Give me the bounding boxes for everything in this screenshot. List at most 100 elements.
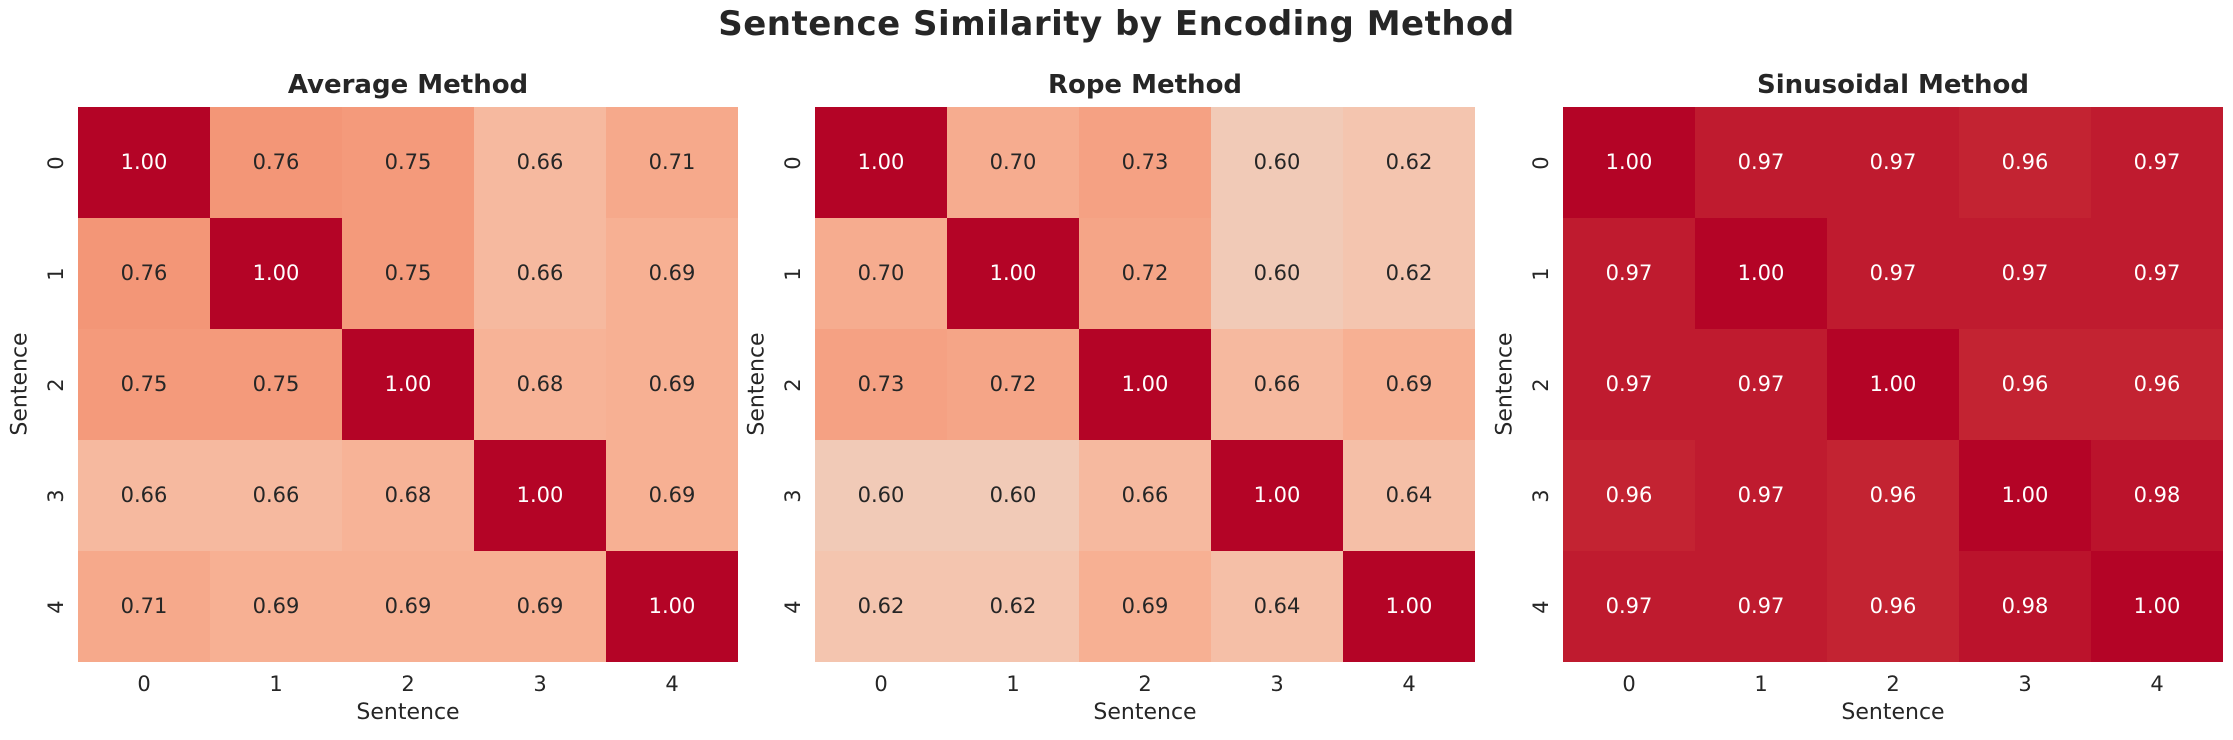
- heatmap-grid: 1.00 0.76 0.75 0.66 0.71 0.76 1.00 0.75 0.66 0.69…: [78, 107, 738, 662]
- heatmap-cell: 0.70: [947, 107, 1079, 218]
- x-tick-label: 0: [1622, 672, 1636, 696]
- heatmap-cell: 0.97: [1695, 329, 1827, 440]
- y-tick-label: 4: [781, 599, 805, 614]
- y-tick-label: 0: [1529, 155, 1553, 170]
- heatmap-cell: 1.00: [1079, 329, 1211, 440]
- y-tick-label: 2: [781, 377, 805, 392]
- y-tick-label: 3: [781, 488, 805, 503]
- heatmap-cell: 1.00: [1563, 107, 1695, 218]
- heatmap-cell: 0.60: [815, 440, 947, 551]
- heatmap-cell: 0.96: [1959, 107, 2091, 218]
- x-tick-label: 0: [137, 672, 151, 696]
- heatmap-cell: 1.00: [815, 107, 947, 218]
- heatmap-cell: 1.00: [78, 107, 210, 218]
- heatmap-cell: 0.98: [2091, 440, 2223, 551]
- heatmap-cell: 0.70: [815, 218, 947, 329]
- axes-title: Average Method: [287, 70, 529, 100]
- heatmap-cell: 1.00: [1343, 551, 1475, 662]
- heatmap-rope: Rope Method Sentence 1.00 0.70 0.73 0.60 0.6…: [737, 60, 1481, 740]
- heatmap-grid: 1.00 0.97 0.97 0.96 0.97 0.97 1.00 0.97 0.97 0.97…: [1563, 107, 2223, 662]
- heatmap-cell: 0.62: [947, 551, 1079, 662]
- y-tick-label: 3: [44, 488, 68, 503]
- axes-title: Rope Method: [1047, 70, 1243, 100]
- x-tick-label: 3: [1270, 672, 1284, 696]
- x-tick-label: 1: [1006, 672, 1020, 696]
- heatmap-cell: 1.00: [1695, 218, 1827, 329]
- y-tick-label: 2: [44, 377, 68, 392]
- heatmap-cell: 0.75: [210, 329, 342, 440]
- x-tick-label: 4: [1402, 672, 1416, 696]
- heatmap-cell: 0.97: [1695, 107, 1827, 218]
- heatmap-cell: 0.76: [210, 107, 342, 218]
- heatmap-cell: 1.00: [1959, 440, 2091, 551]
- figure-title: Sentence Similarity by Encoding Method: [718, 4, 1515, 44]
- x-tick-label: 1: [1754, 672, 1768, 696]
- y-axis-label: Sentence: [7, 332, 33, 436]
- y-tick-label: 0: [44, 155, 68, 170]
- y-tick-label: 3: [1529, 488, 1553, 503]
- heatmap-cell: 0.97: [1695, 440, 1827, 551]
- y-tick-label: 1: [781, 266, 805, 281]
- heatmap-cell: 0.68: [342, 440, 474, 551]
- heatmap-cell: 0.96: [1827, 440, 1959, 551]
- heatmap-cell: 0.96: [2091, 329, 2223, 440]
- y-tick-label: 1: [1529, 266, 1553, 281]
- heatmap-cell: 0.97: [1563, 551, 1695, 662]
- heatmap-cell: 1.00: [474, 440, 606, 551]
- heatmap-cell: 0.60: [947, 440, 1079, 551]
- heatmap-cell: 0.75: [342, 218, 474, 329]
- heatmap-cell: 0.96: [1959, 329, 2091, 440]
- heatmap-grid: 1.00 0.70 0.73 0.60 0.62 0.70 1.00 0.72 0.60 0.62…: [815, 107, 1475, 662]
- heatmap-cell: 0.66: [474, 218, 606, 329]
- heatmap-cell: 0.75: [342, 107, 474, 218]
- heatmap-cell: 0.66: [1079, 440, 1211, 551]
- x-tick-label: 3: [533, 672, 547, 696]
- heatmap-cell: 0.64: [1343, 440, 1475, 551]
- x-axis-label: Sentence: [1841, 700, 1945, 725]
- heatmap-cell: 1.00: [947, 218, 1079, 329]
- heatmap-cell: 0.97: [2091, 218, 2223, 329]
- heatmap-cell: 1.00: [1211, 440, 1343, 551]
- y-tick-label: 1: [44, 266, 68, 281]
- axes-title: Sinusoidal Method: [1757, 70, 2029, 100]
- y-axis-label: Sentence: [744, 332, 770, 436]
- x-axis-label: Sentence: [356, 700, 460, 725]
- x-tick-label: 2: [1138, 672, 1152, 696]
- heatmap-cell: 0.69: [1079, 551, 1211, 662]
- heatmap-cell: 0.97: [1827, 218, 1959, 329]
- heatmap-cell: 0.62: [815, 551, 947, 662]
- heatmap-cell: 0.73: [815, 329, 947, 440]
- x-tick-label: 4: [665, 672, 679, 696]
- heatmap-cell: 0.71: [78, 551, 210, 662]
- heatmap-cell: 0.73: [1079, 107, 1211, 218]
- x-axis-label: Sentence: [1093, 700, 1197, 725]
- heatmap-cell: 0.71: [606, 107, 738, 218]
- heatmap-cell: 0.66: [210, 440, 342, 551]
- y-tick-label: 4: [44, 599, 68, 614]
- x-tick-label: 2: [401, 672, 415, 696]
- heatmap-cell: 1.00: [342, 329, 474, 440]
- heatmap-cell: 0.66: [1211, 329, 1343, 440]
- y-tick-label: 0: [781, 155, 805, 170]
- heatmap-cell: 0.68: [474, 329, 606, 440]
- heatmap-cell: 1.00: [210, 218, 342, 329]
- heatmap-cell: 0.60: [1211, 218, 1343, 329]
- x-tick-label: 3: [2018, 672, 2032, 696]
- heatmap-cell: 0.69: [474, 551, 606, 662]
- heatmap-cell: 0.97: [2091, 107, 2223, 218]
- heatmap-cell: 0.66: [78, 440, 210, 551]
- heatmap-cell: 0.69: [210, 551, 342, 662]
- heatmap-cell: 0.97: [1563, 218, 1695, 329]
- heatmap-cell: 0.96: [1563, 440, 1695, 551]
- heatmap-cell: 0.69: [606, 218, 738, 329]
- heatmap-cell: 0.69: [1343, 329, 1475, 440]
- heatmap-cell: 1.00: [2091, 551, 2223, 662]
- heatmap-cell: 0.66: [474, 107, 606, 218]
- heatmap-cell: 1.00: [1827, 329, 1959, 440]
- heatmap-cell: 0.97: [1563, 329, 1695, 440]
- y-tick-label: 2: [1529, 377, 1553, 392]
- heatmap-cell: 0.62: [1343, 218, 1475, 329]
- heatmap-cell: 0.96: [1827, 551, 1959, 662]
- x-tick-label: 4: [2150, 672, 2164, 696]
